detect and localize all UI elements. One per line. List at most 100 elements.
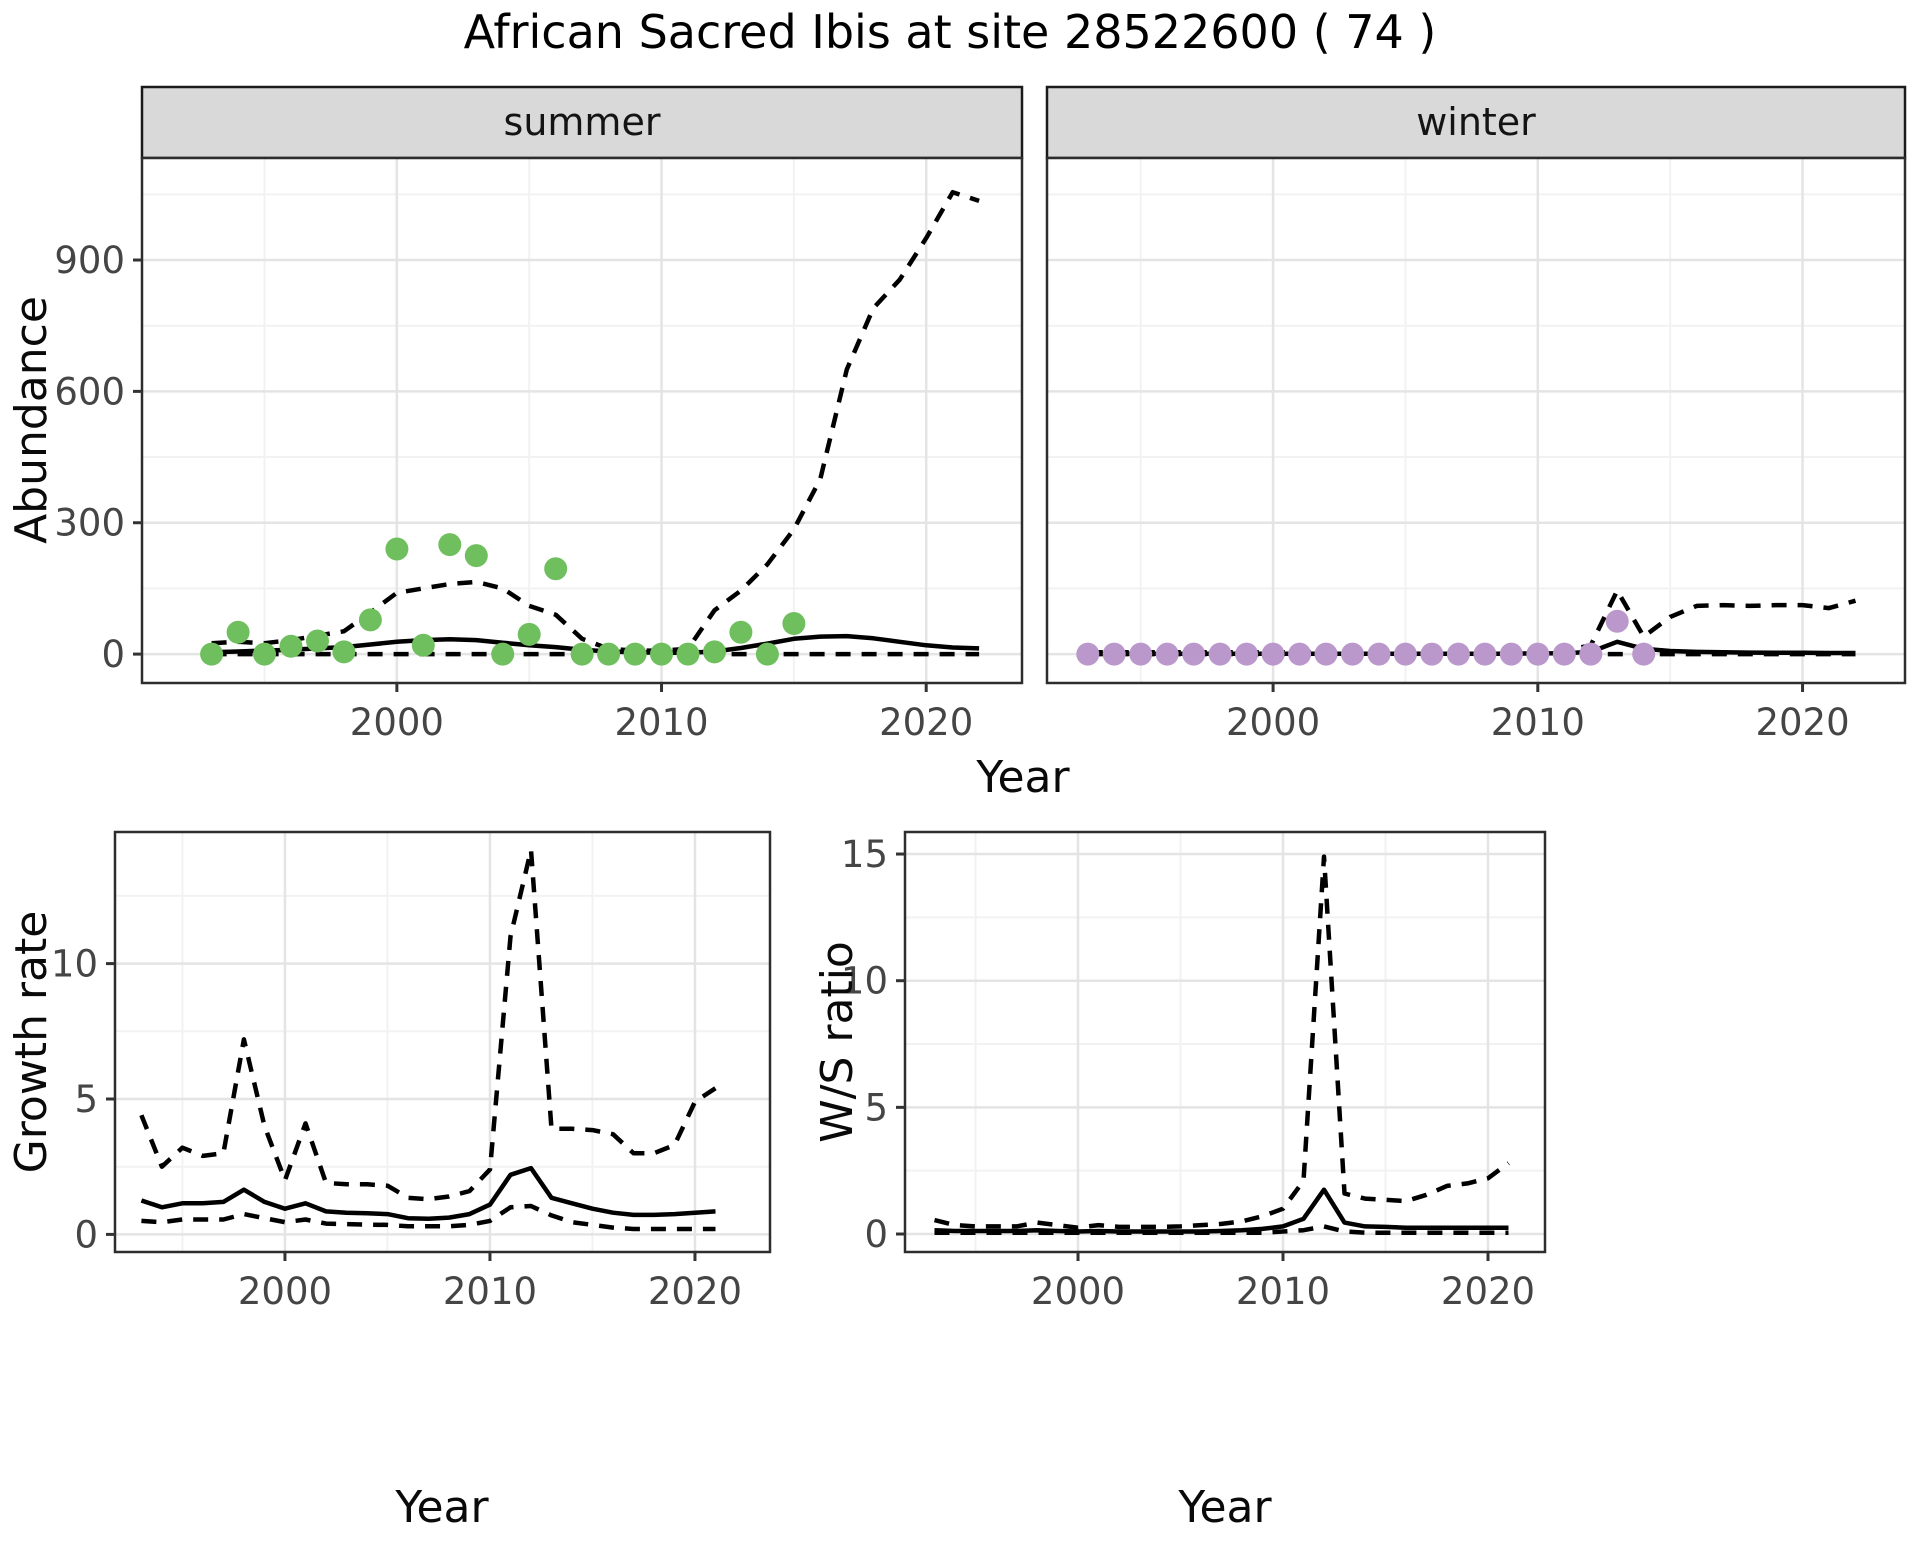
winter-data-point <box>1473 642 1497 666</box>
y-tick-label: 0 <box>74 1213 98 1256</box>
x-tick-label: 2010 <box>1236 1270 1330 1313</box>
y-tick-label: 900 <box>54 239 125 282</box>
summer-data-point <box>544 557 568 581</box>
x-tick-label: 2020 <box>1755 701 1849 744</box>
ws-fit-line <box>934 1187 1509 1234</box>
summer-data-point <box>464 544 488 568</box>
chart-title: African Sacred Ibis at site 28522600 ( 7… <box>464 5 1437 59</box>
winter-data-point <box>1076 642 1100 666</box>
growth-fit-line <box>140 1165 716 1221</box>
summer-data-point <box>570 642 594 666</box>
summer-data-point <box>676 642 700 666</box>
summer-data-point <box>597 642 621 666</box>
summer-data-point <box>517 622 541 646</box>
panel-background <box>1047 158 1905 683</box>
x-tick-label: 2000 <box>1226 701 1320 744</box>
y-tick-label: 10 <box>51 943 98 986</box>
x-tick-label: 2010 <box>1491 701 1585 744</box>
winter-data-point <box>1446 642 1470 666</box>
winter-data-point <box>1182 642 1206 666</box>
summer-data-point <box>332 640 356 664</box>
winter-data-point <box>1605 609 1629 633</box>
winter-data-point <box>1235 642 1259 666</box>
panel-background <box>905 832 1545 1252</box>
summer-data-point <box>279 634 303 658</box>
winter-data-point <box>1393 642 1417 666</box>
y-tick-label: 600 <box>54 370 125 413</box>
y-tick-label: 5 <box>864 1086 888 1129</box>
winter-data-point <box>1155 642 1179 666</box>
x-tick-label: 2020 <box>879 701 973 744</box>
winter-data-point <box>1499 642 1523 666</box>
growth-lower-ci-line <box>141 1203 716 1232</box>
summer-data-point <box>650 642 673 666</box>
panel-background <box>142 158 1022 683</box>
strip-summer-label: summer <box>504 100 661 144</box>
winter-data-point <box>1526 642 1550 666</box>
winter-data-point <box>1632 642 1656 666</box>
y-tick-label: 15 <box>841 833 888 876</box>
x-tick-label: 2020 <box>648 1270 742 1313</box>
winter-data-point <box>1314 642 1338 666</box>
winter-upper-ci-line <box>1087 588 1857 655</box>
summer-data-point <box>385 537 409 561</box>
facet-strip-winter: winter <box>1045 85 1907 160</box>
summer-data-point <box>306 629 329 653</box>
panel-border <box>1045 156 1907 685</box>
facet-strip-summer: summer <box>140 85 1024 160</box>
panel-border <box>140 156 1024 685</box>
x-tick-label: 2000 <box>1031 1270 1125 1313</box>
summer-data-point <box>200 642 224 666</box>
ws-upper-ci-line <box>933 854 1510 1230</box>
summer-data-point <box>226 620 250 644</box>
summer-data-point <box>782 612 806 635</box>
summer-data-point <box>623 642 647 666</box>
winter-data-point <box>1208 642 1232 666</box>
x-tick-label: 2000 <box>238 1270 332 1313</box>
x-tick-label: 2000 <box>350 701 444 744</box>
winter-data-point <box>1102 642 1126 666</box>
summer-data-point <box>411 633 435 657</box>
summer-data-point <box>491 642 515 666</box>
summer-data-point <box>438 533 462 557</box>
panel-background <box>115 832 770 1252</box>
growth-upper-ci-line <box>139 847 717 1202</box>
winter-data-point <box>1261 642 1285 666</box>
winter-data-point <box>1129 642 1153 666</box>
winter-data-point <box>1367 642 1391 666</box>
y-tick-label: 5 <box>74 1078 98 1121</box>
y-axis-title-abundance: Abundance <box>6 296 57 544</box>
x-axis-title-year-top: Year <box>975 752 1070 803</box>
winter-data-point <box>1288 642 1312 666</box>
x-axis-title-year-growth: Year <box>394 1482 489 1533</box>
summer-data-point <box>253 642 276 666</box>
panel-growth-rate: 2000 2010 2020 0 5 10 <box>51 830 772 1313</box>
y-tick-label: 0 <box>864 1213 888 1256</box>
x-axis-title-year-ws: Year <box>1177 1482 1272 1533</box>
panel-border <box>903 830 1547 1254</box>
panel-ws-ratio: 2000 2010 2020 0 5 10 15 <box>841 830 1547 1313</box>
strip-winter-label: winter <box>1416 100 1536 144</box>
x-tick-label: 2020 <box>1441 1270 1535 1313</box>
winter-data-point <box>1579 642 1603 666</box>
strip-winter-box <box>1045 85 1907 160</box>
panel-border <box>113 830 772 1254</box>
strip-summer-box <box>140 85 1024 160</box>
y-tick-label: 300 <box>54 502 125 545</box>
summer-data-point <box>755 642 779 666</box>
winter-data-point <box>1341 642 1364 666</box>
x-tick-label: 2010 <box>443 1270 537 1313</box>
summer-data-point <box>703 640 726 664</box>
y-tick-label: 10 <box>841 960 888 1003</box>
panel-abundance-summer: 2000 2010 2020 0 300 600 900 <box>54 156 1024 744</box>
y-tick-label: 0 <box>101 633 125 676</box>
y-axis-title-ws-ratio: W/S ratio <box>812 941 863 1143</box>
y-axis-title-growth-rate: Growth rate <box>6 911 57 1174</box>
summer-data-point <box>729 620 753 644</box>
panel-abundance-winter: 2000 2010 2020 <box>1045 156 1907 744</box>
summer-data-point <box>358 608 382 632</box>
winter-data-point <box>1420 642 1444 666</box>
x-tick-label: 2010 <box>614 701 708 744</box>
